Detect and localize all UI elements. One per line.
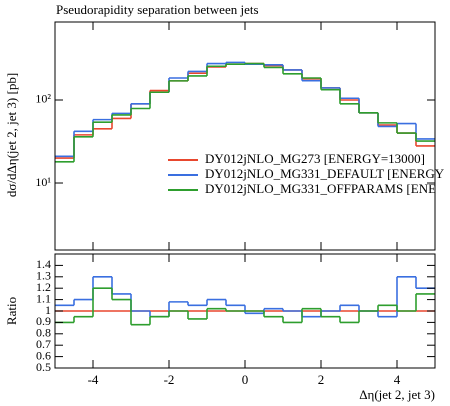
y-tick-label: 0.8 [36,326,51,340]
y-tick-label: 1.1 [36,291,51,305]
x-tick-label: 0 [242,372,249,387]
x-tick-label: 2 [318,372,325,387]
ratio-axis-label: Ratio [4,297,19,325]
plot-frame [54,21,436,251]
legend-label: DY012jNLO_MG331_OFFPARAMS [ENE [205,181,436,196]
y-tick-label: 0.9 [36,314,51,328]
plot-frame [54,253,436,369]
y-tick-label: 1 [45,303,51,317]
y-tick-label: 1.4 [36,257,51,271]
y-tick-label: 1.3 [36,269,51,283]
legend-label: DY012jNLO_MG273 [ENERGY=13000] [205,151,425,166]
y-axis-label: dσ/dΔη(jet 2, jet 3) [pb] [4,73,19,197]
y-tick-label: 1.2 [36,280,51,294]
y-tick-label: 10¹ [35,175,51,189]
chart-title: Pseudorapidity separation between jets [56,2,259,17]
x-tick-label: 4 [394,372,401,387]
y-tick-label: 0.7 [36,337,51,351]
x-tick-label: -2 [164,372,175,387]
y-tick-label: 0.5 [36,360,51,374]
y-tick-label: 10² [35,92,51,106]
legend-label: DY012jNLO_MG331_DEFAULT [ENERGY [205,166,445,181]
x-axis-label: Δη(jet 2, jet 3) [359,387,435,402]
x-tick-label: -4 [88,372,99,387]
y-tick-label: 0.6 [36,348,51,362]
